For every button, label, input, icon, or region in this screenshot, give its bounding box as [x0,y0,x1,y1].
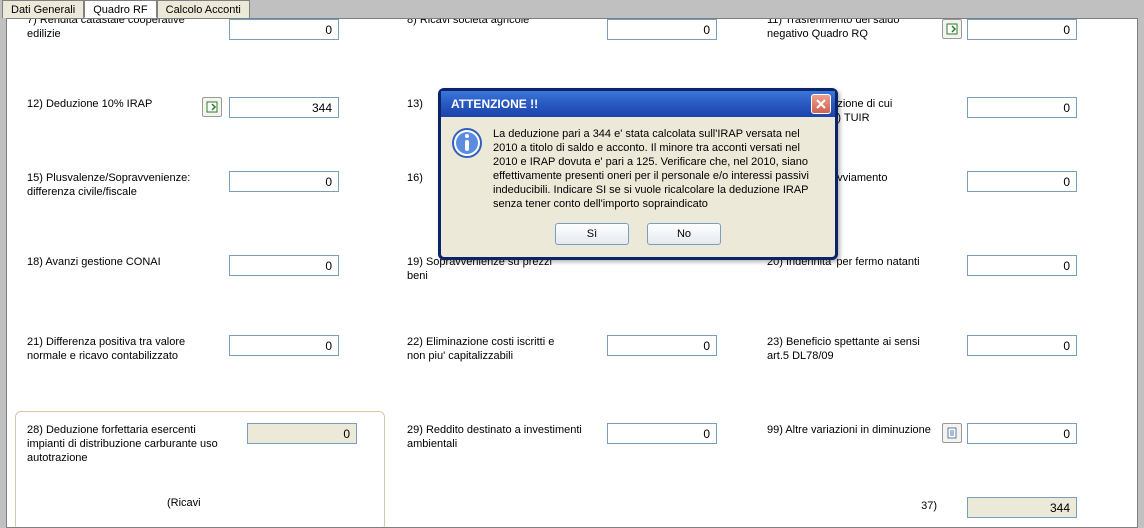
input-21[interactable] [229,335,339,356]
input-7[interactable] [229,19,339,40]
input-18[interactable] [229,255,339,276]
label-99: 99) Altre variazioni in diminuzione [767,423,937,437]
input-23[interactable] [967,335,1077,356]
tab-dati-generali[interactable]: Dati Generali [2,0,84,18]
dialog-buttons: Sì No [441,217,835,257]
label-8: 8) Ricavi società agricole [407,18,577,27]
label-15: 15) Plusvalenze/Sopravvenienze: differen… [27,171,227,199]
label-ricavi: (Ricavi [167,497,201,509]
label-23: 23) Beneficio spettante ai sensi art.5 D… [767,335,937,363]
yes-button[interactable]: Sì [555,223,629,245]
close-icon[interactable] [811,94,831,114]
input-29[interactable] [607,423,717,444]
dialog-titlebar: ATTENZIONE !! [441,91,835,117]
dialog-message: La deduzione pari a 344 e' stata calcola… [493,127,821,211]
label-12: 12) Deduzione 10% IRAP [27,97,197,111]
input-37[interactable] [967,497,1077,518]
input-22[interactable] [607,335,717,356]
input-99[interactable] [967,423,1077,444]
tab-calcolo-acconti[interactable]: Calcolo Acconti [157,0,250,18]
input-12[interactable] [229,97,339,118]
label-29: 29) Reddito destinato a investimenti amb… [407,423,587,451]
input-11[interactable] [967,19,1077,40]
input-15[interactable] [229,171,339,192]
dialog-body: La deduzione pari a 344 e' stata calcola… [441,117,835,217]
no-button[interactable]: No [647,223,721,245]
lookup-icon-12[interactable] [202,97,222,117]
info-icon [451,127,483,159]
doc-icon-99[interactable] [942,423,962,443]
label-22: 22) Eliminazione costi iscritti e non pi… [407,335,577,363]
label-28: 28) Deduzione forfettaria esercenti impi… [27,423,227,465]
attention-dialog: ATTENZIONE !! La deduzione pari a 344 e'… [438,88,838,260]
tab-quadro-rf[interactable]: Quadro RF [84,0,156,18]
input-28[interactable] [247,423,357,444]
label-11: 11) Trasferimento del saldo negativo Qua… [767,18,937,41]
input-20[interactable] [967,255,1077,276]
label-7: 7) Rendita catastale cooperative edilizi… [27,18,197,41]
label-21: 21) Differenza positiva tra valore norma… [27,335,217,363]
input-8[interactable] [607,19,717,40]
input-14[interactable] [967,97,1077,118]
label-18: 18) Avanzi gestione CONAI [27,255,197,269]
dialog-title: ATTENZIONE !! [451,97,811,111]
input-17[interactable] [967,171,1077,192]
tab-bar: Dati Generali Quadro RF Calcolo Acconti [0,0,1144,18]
lookup-icon-11[interactable] [942,19,962,39]
label-37: 37) [767,499,937,513]
